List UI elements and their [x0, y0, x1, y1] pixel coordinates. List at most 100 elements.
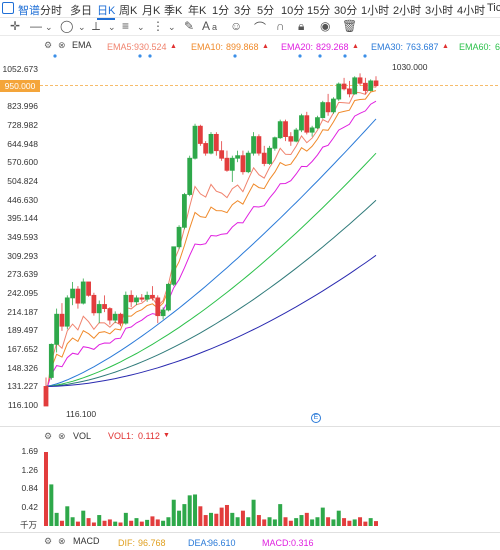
volume-bar[interactable]	[240, 510, 245, 526]
candle-body[interactable]	[70, 288, 76, 299]
candle-body[interactable]	[277, 121, 283, 139]
candle-body[interactable]	[229, 157, 235, 171]
volume-bar[interactable]	[299, 515, 304, 526]
volume-bar[interactable]	[97, 515, 102, 526]
eye-icon[interactable]: ◉	[320, 19, 331, 33]
volume-bar[interactable]	[363, 521, 368, 526]
volume-bar[interactable]	[224, 504, 229, 526]
volume-bar[interactable]	[352, 519, 357, 526]
volume-bar[interactable]	[86, 518, 91, 526]
tab-4[interactable]: 周K	[119, 5, 138, 17]
volume-bar[interactable]	[256, 515, 261, 526]
text-icon[interactable]: A	[202, 19, 211, 33]
candle-body[interactable]	[272, 137, 278, 149]
candle-body[interactable]	[64, 297, 70, 327]
tab-10[interactable]: 5分	[257, 5, 275, 17]
brush-icon[interactable]: ✎	[184, 19, 195, 33]
tab-5[interactable]: 月K	[142, 5, 161, 17]
candle-body[interactable]	[288, 136, 294, 142]
volume-bar[interactable]	[65, 506, 70, 526]
volume-bar[interactable]	[49, 484, 54, 526]
lock-icon[interactable]: 🔒︎	[298, 19, 305, 33]
volume-bar[interactable]	[320, 507, 325, 526]
candle-body[interactable]	[118, 313, 123, 324]
candle-body[interactable]	[80, 281, 86, 304]
candle-body[interactable]	[235, 155, 241, 159]
volume-bar[interactable]	[214, 513, 219, 526]
close-icon[interactable]: ⊗	[58, 536, 66, 546]
volume-bar[interactable]	[177, 510, 182, 526]
volume-bar[interactable]	[262, 519, 267, 526]
price-chart[interactable]	[0, 60, 500, 420]
candle-body[interactable]	[251, 136, 256, 154]
candle-body[interactable]	[203, 143, 209, 154]
volume-bar[interactable]	[59, 520, 64, 526]
candle-body[interactable]	[299, 115, 304, 131]
volume-bar[interactable]	[203, 515, 208, 526]
volume-bar[interactable]	[150, 516, 155, 526]
volume-bar[interactable]	[368, 518, 373, 526]
candle-body[interactable]	[331, 98, 336, 113]
volume-bar[interactable]	[44, 452, 48, 526]
candle-body[interactable]	[304, 115, 310, 133]
volume-bar[interactable]	[182, 504, 187, 526]
volume-bar[interactable]	[198, 506, 203, 526]
candle-body[interactable]	[346, 88, 352, 95]
volume-chart[interactable]	[0, 446, 500, 530]
parallel-icon[interactable]: ≡	[122, 19, 130, 33]
settings-icon[interactable]: ⚙	[44, 431, 53, 441]
chevron-down-icon[interactable]: ⌄	[137, 22, 145, 32]
volume-bar[interactable]	[246, 517, 251, 526]
volume-bar[interactable]	[310, 519, 315, 526]
volume-bar[interactable]	[118, 522, 123, 526]
volume-bar[interactable]	[294, 518, 299, 526]
candle-body[interactable]	[150, 294, 155, 299]
candle-body[interactable]	[315, 117, 320, 129]
candle-body[interactable]	[213, 133, 219, 152]
settings-icon[interactable]: ⚙	[44, 536, 53, 546]
volume-bar[interactable]	[347, 520, 352, 526]
candle-body[interactable]	[283, 121, 288, 138]
volume-bar[interactable]	[75, 521, 80, 526]
tab-12[interactable]: 15分	[307, 5, 331, 17]
candle-body[interactable]	[139, 297, 145, 300]
candle-body[interactable]	[368, 80, 374, 91]
volume-bar[interactable]	[70, 517, 75, 526]
volume-bar[interactable]	[166, 517, 171, 526]
tab-2[interactable]: 多日	[70, 5, 92, 17]
tab-3[interactable]: 日K	[97, 2, 116, 20]
candle-body[interactable]	[309, 127, 315, 133]
ray-icon[interactable]: ⟂	[92, 19, 101, 33]
magnet-icon[interactable]: ∩	[276, 19, 285, 33]
candle-body[interactable]	[261, 152, 267, 164]
volume-bar[interactable]	[102, 520, 107, 526]
trash-icon[interactable]: 🗑︎	[342, 19, 358, 33]
tab-16[interactable]: 3小时	[425, 5, 454, 17]
volume-bar[interactable]	[278, 504, 283, 526]
volume-bar[interactable]	[267, 517, 272, 526]
volume-bar[interactable]	[235, 517, 240, 526]
tab-9[interactable]: 3分	[234, 5, 252, 17]
candle-body[interactable]	[219, 150, 225, 159]
tab-14[interactable]: 1小时	[361, 5, 390, 17]
candle-body[interactable]	[123, 294, 129, 324]
settings-icon[interactable]: ⚙	[44, 40, 53, 50]
candle-body[interactable]	[107, 308, 113, 321]
candle-body[interactable]	[320, 102, 326, 119]
candle-body[interactable]	[341, 83, 347, 90]
volume-bar[interactable]	[331, 519, 336, 526]
candle-body[interactable]	[171, 246, 177, 285]
candle-body[interactable]	[176, 226, 182, 248]
fib-icon[interactable]: ⋮	[152, 19, 164, 33]
candle-body[interactable]	[325, 102, 331, 113]
candle-body[interactable]	[293, 129, 299, 142]
line-icon[interactable]: —	[30, 19, 42, 33]
candle-body[interactable]	[91, 294, 97, 314]
volume-bar[interactable]	[272, 519, 277, 526]
circle-icon[interactable]: ◯	[60, 19, 74, 33]
volume-bar[interactable]	[336, 510, 341, 526]
candle-body[interactable]	[43, 386, 49, 407]
candle-body[interactable]	[155, 297, 161, 317]
candle-body[interactable]	[102, 304, 107, 309]
candle-body[interactable]	[373, 80, 379, 87]
